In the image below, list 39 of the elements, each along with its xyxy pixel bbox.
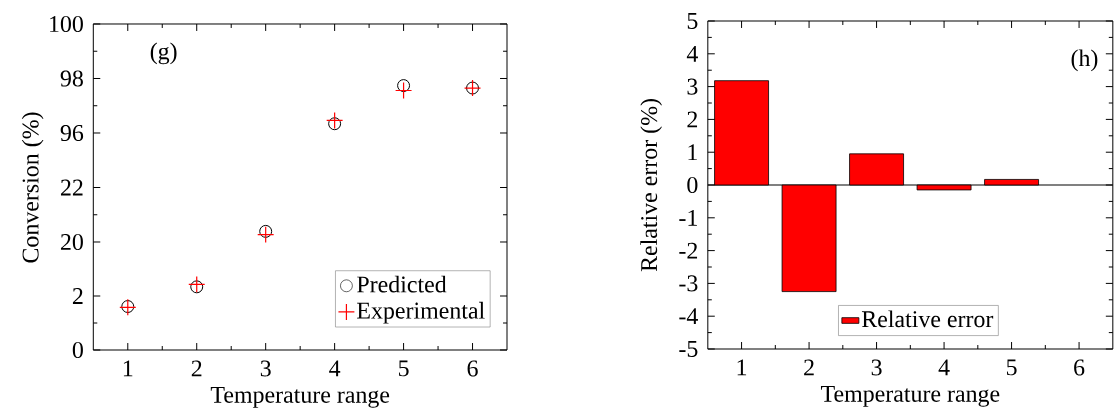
y-axis-title: Conversion (%) <box>21 112 44 263</box>
y-tick-label: 4 <box>686 45 698 62</box>
y-tick-label: -2 <box>679 242 698 259</box>
legend-label: Predicted <box>357 275 447 293</box>
x-tick-label: 2 <box>804 359 814 376</box>
x-tick-label: 1 <box>737 359 747 376</box>
y-tick-label: -1 <box>679 209 697 226</box>
x-axis-title: Temperature range <box>820 385 1000 407</box>
x-tick-label: 6 <box>1074 359 1085 376</box>
annotation: (g) <box>150 42 177 65</box>
x-tick-label: 6 <box>467 360 478 377</box>
x-tick-label: 5 <box>398 360 409 377</box>
y-tick-label: 3 <box>687 78 698 95</box>
y-tick-label: 20 <box>60 233 83 251</box>
legend-label: Relative error <box>861 310 994 328</box>
y-tick-label: 98 <box>60 70 83 87</box>
y-tick-label: 22 <box>60 179 83 196</box>
legend-label: Experimental <box>357 301 485 324</box>
x-tick-label: 4 <box>938 359 950 376</box>
x-tick-label: 4 <box>329 360 341 377</box>
annotation: (h) <box>1071 49 1098 72</box>
x-axis-title: Temperature range <box>210 386 390 408</box>
x-tick-label: 5 <box>1006 359 1017 376</box>
y-tick-label: 5 <box>687 13 698 29</box>
y-tick-label: 0 <box>687 176 698 194</box>
y-axis-title: Relative error (%) <box>640 99 662 272</box>
y-tick-label: -3 <box>679 275 698 292</box>
x-tick-label: 3 <box>260 360 271 377</box>
y-tick-label: 2 <box>687 111 698 128</box>
y-tick-label: -4 <box>679 308 698 325</box>
x-tick-label: 3 <box>871 359 882 376</box>
y-tick-label: 1 <box>688 144 697 161</box>
y-tick-label: -5 <box>679 341 698 357</box>
y-tick-label: 2 <box>72 288 83 304</box>
x-tick-label: 2 <box>191 360 202 377</box>
y-tick-label: 96 <box>60 124 84 142</box>
y-tick-label: 0 <box>72 341 83 359</box>
x-tick-label: 1 <box>123 360 133 377</box>
y-tick-label: 100 <box>50 15 83 33</box>
